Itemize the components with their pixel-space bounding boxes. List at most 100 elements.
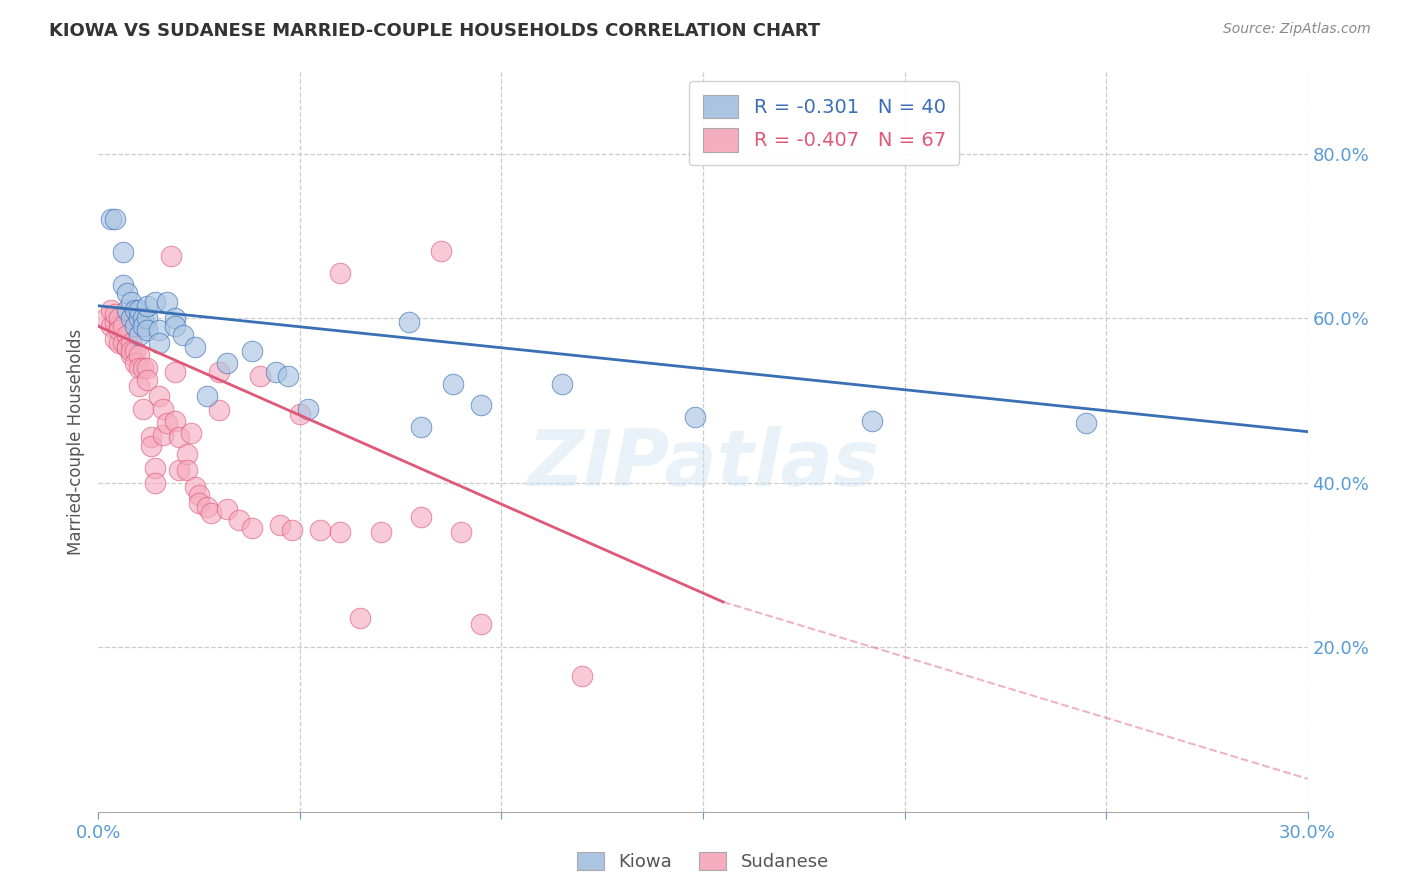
Point xyxy=(180,426,202,441)
Point xyxy=(409,510,432,524)
Point xyxy=(208,403,231,417)
Point xyxy=(683,409,706,424)
Point xyxy=(551,376,574,391)
Point xyxy=(124,319,146,334)
Point xyxy=(281,524,304,538)
Point xyxy=(163,311,186,326)
Point xyxy=(143,461,166,475)
Point xyxy=(132,311,155,326)
Point xyxy=(163,414,186,428)
Point xyxy=(217,356,239,370)
Point xyxy=(132,360,155,375)
Point xyxy=(430,244,453,258)
Point xyxy=(124,302,146,317)
Point xyxy=(103,332,125,346)
Point xyxy=(115,286,138,301)
Point xyxy=(128,327,150,342)
Point xyxy=(120,344,142,359)
Point xyxy=(269,518,291,533)
Point xyxy=(115,302,138,317)
Point xyxy=(100,302,122,317)
Point xyxy=(208,365,231,379)
Point xyxy=(228,513,250,527)
Point xyxy=(184,340,207,354)
Point xyxy=(128,378,150,392)
Point xyxy=(115,340,138,354)
Point xyxy=(217,502,239,516)
Point xyxy=(135,373,157,387)
Point xyxy=(107,324,129,338)
Point xyxy=(571,669,593,683)
Point xyxy=(329,266,352,280)
Point xyxy=(156,417,179,431)
Point xyxy=(128,302,150,317)
Point xyxy=(160,249,183,264)
Point xyxy=(370,524,392,539)
Point xyxy=(107,311,129,326)
Point xyxy=(249,368,271,383)
Point xyxy=(100,319,122,334)
Point xyxy=(128,360,150,375)
Point xyxy=(124,344,146,359)
Point xyxy=(167,463,190,477)
Point xyxy=(163,319,186,334)
Point xyxy=(398,315,420,329)
Point xyxy=(148,324,170,338)
Point xyxy=(103,307,125,321)
Point xyxy=(124,356,146,370)
Point xyxy=(96,311,118,326)
Point xyxy=(120,348,142,362)
Point xyxy=(111,335,134,350)
Point xyxy=(188,488,211,502)
Point xyxy=(148,335,170,350)
Text: ZIPatlas: ZIPatlas xyxy=(527,425,879,502)
Point xyxy=(139,439,162,453)
Point xyxy=(103,212,125,227)
Point xyxy=(297,401,319,416)
Point xyxy=(148,389,170,403)
Point xyxy=(288,408,311,422)
Point xyxy=(111,319,134,334)
Point xyxy=(184,480,207,494)
Point xyxy=(409,419,432,434)
Point xyxy=(240,344,263,359)
Point xyxy=(100,212,122,227)
Point xyxy=(135,311,157,326)
Point xyxy=(135,360,157,375)
Point xyxy=(172,327,194,342)
Point xyxy=(128,311,150,326)
Point xyxy=(139,430,162,444)
Point xyxy=(860,414,883,428)
Point xyxy=(152,401,174,416)
Point xyxy=(135,299,157,313)
Y-axis label: Married-couple Households: Married-couple Households xyxy=(66,328,84,555)
Point xyxy=(470,617,492,632)
Point xyxy=(132,401,155,416)
Point xyxy=(128,348,150,362)
Point xyxy=(195,500,218,515)
Point xyxy=(176,447,198,461)
Point xyxy=(156,294,179,309)
Legend: R = -0.301   N = 40, R = -0.407   N = 67: R = -0.301 N = 40, R = -0.407 N = 67 xyxy=(689,81,959,166)
Point xyxy=(111,245,134,260)
Text: KIOWA VS SUDANESE MARRIED-COUPLE HOUSEHOLDS CORRELATION CHART: KIOWA VS SUDANESE MARRIED-COUPLE HOUSEHO… xyxy=(49,22,821,40)
Point xyxy=(115,340,138,354)
Point xyxy=(470,398,492,412)
Point xyxy=(167,430,190,444)
Point xyxy=(195,389,218,403)
Point xyxy=(200,506,222,520)
Point xyxy=(264,365,287,379)
Point xyxy=(188,496,211,510)
Point xyxy=(143,475,166,490)
Point xyxy=(135,324,157,338)
Point xyxy=(349,611,371,625)
Point xyxy=(120,311,142,326)
Point xyxy=(1074,417,1097,431)
Point xyxy=(120,335,142,350)
Point xyxy=(441,376,464,391)
Point xyxy=(107,335,129,350)
Point xyxy=(309,524,332,538)
Point xyxy=(176,463,198,477)
Point xyxy=(120,294,142,309)
Point xyxy=(111,278,134,293)
